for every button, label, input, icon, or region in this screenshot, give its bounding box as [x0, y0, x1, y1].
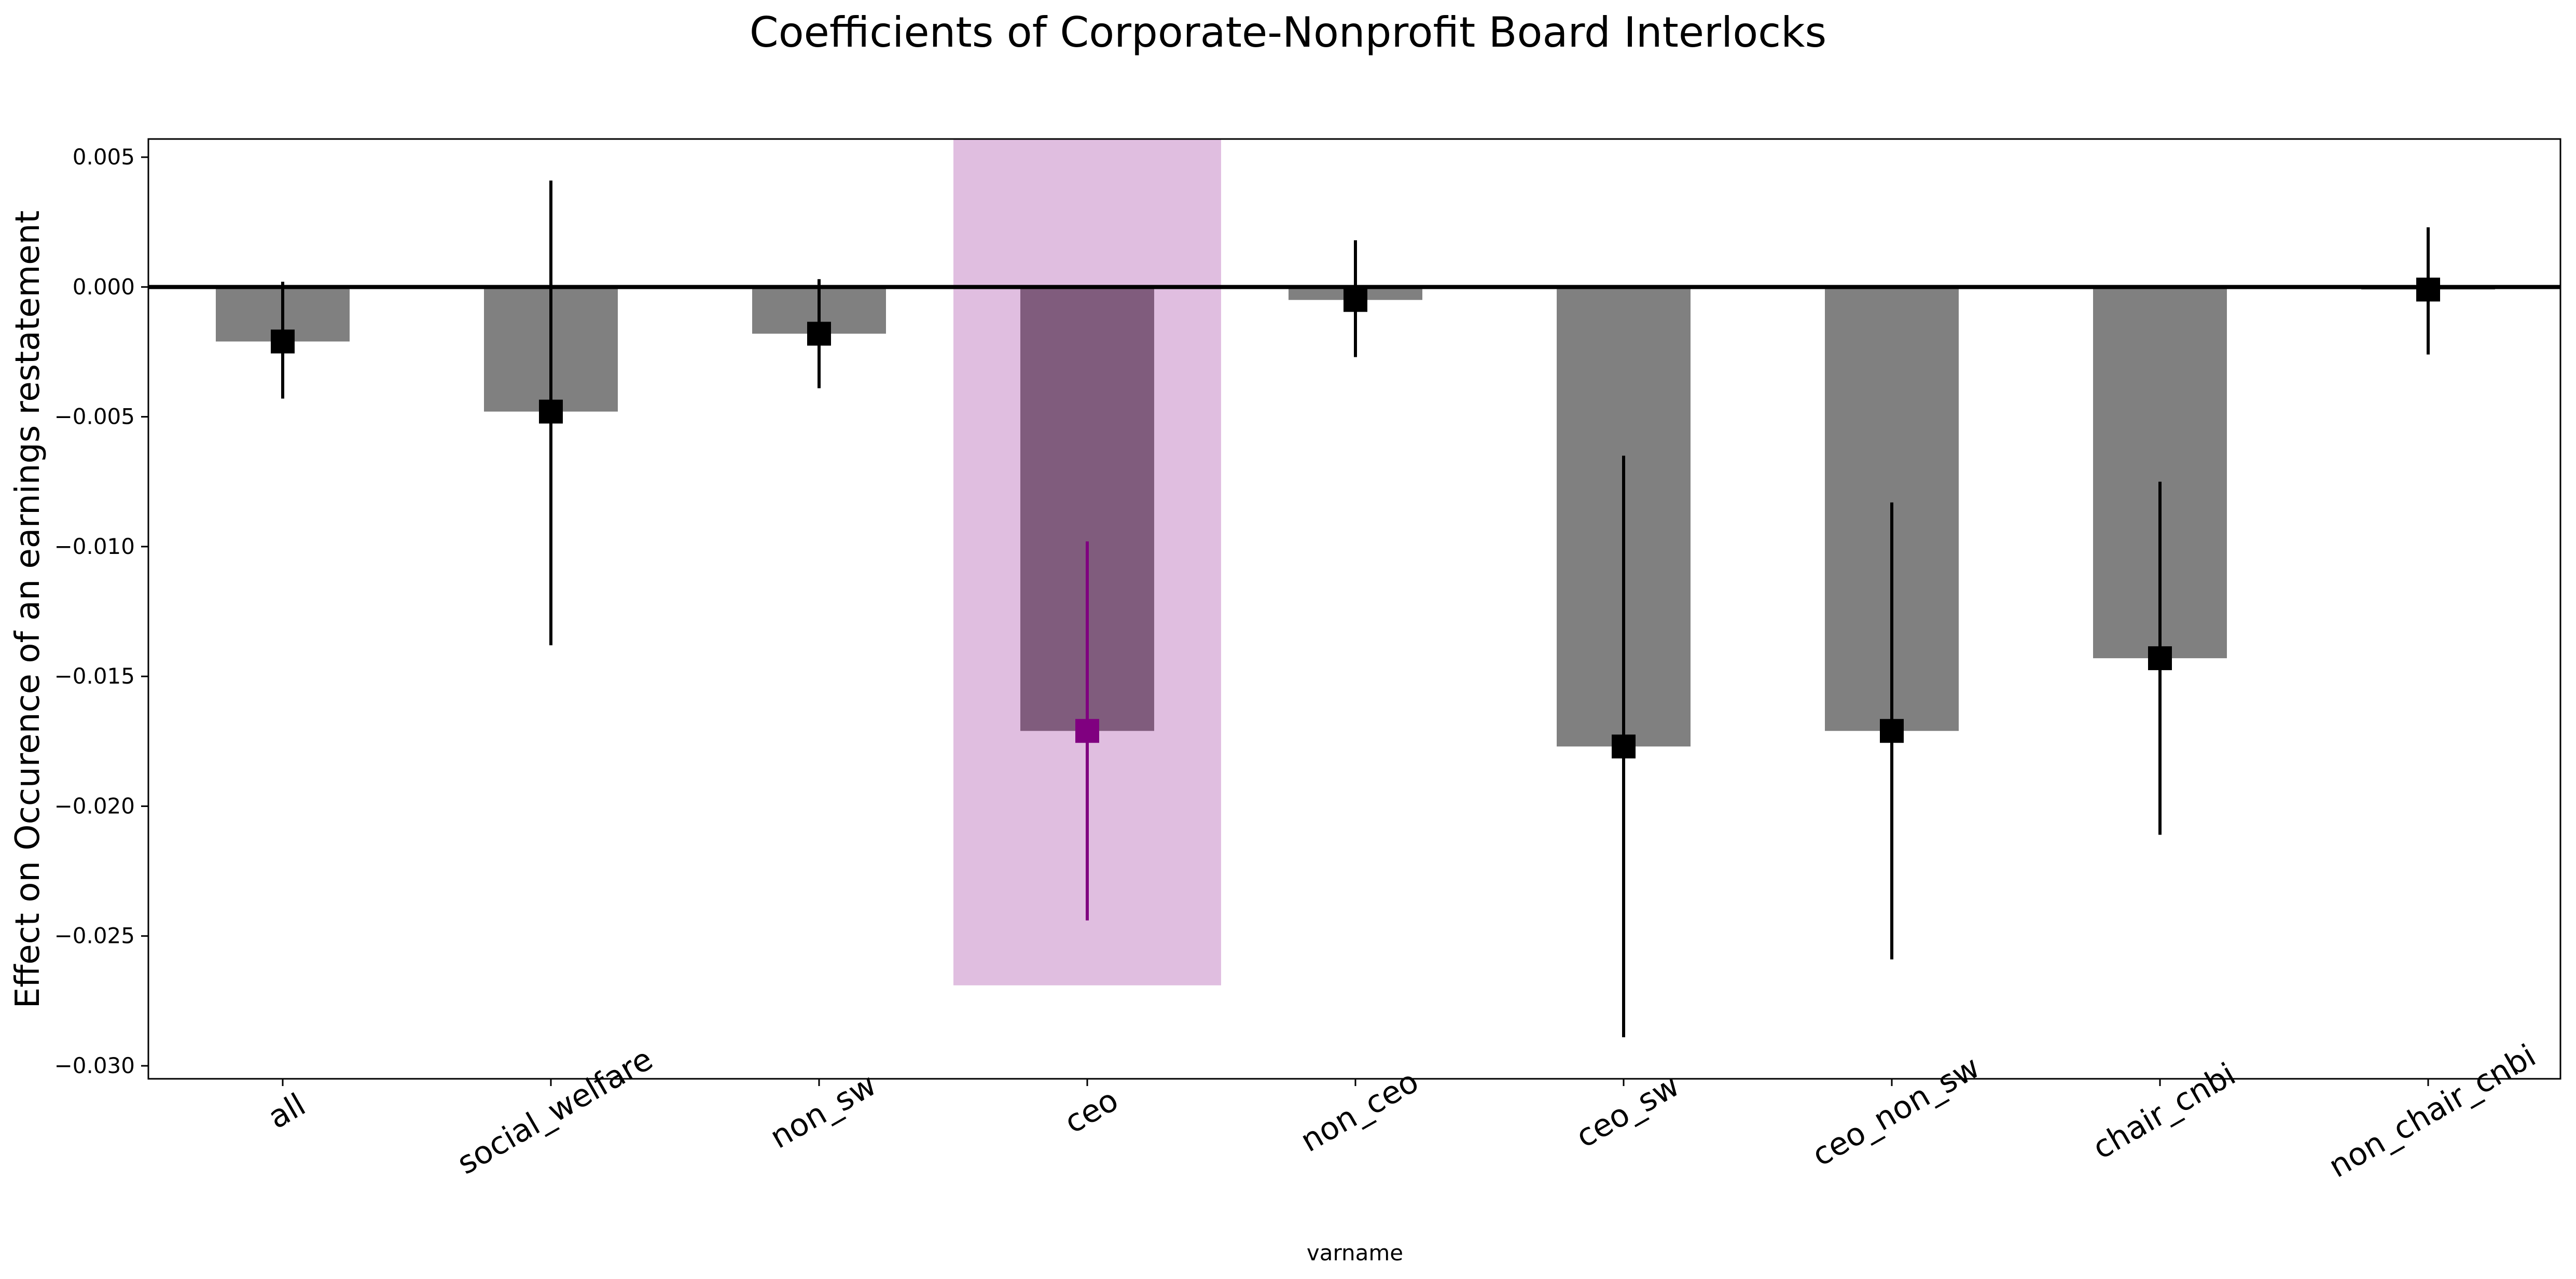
x-tick-label-ceo_non_sw: ceo_non_sw — [1806, 1049, 1986, 1173]
x-tick-label-chair_cnbi: chair_cnbi — [2086, 1056, 2241, 1166]
y-tick-label: −0.010 — [54, 534, 135, 559]
point-non_ceo — [1344, 288, 1367, 312]
point-ceo_sw — [1612, 734, 1636, 759]
point-all — [271, 329, 295, 354]
y-tick-label: 0.005 — [73, 144, 135, 170]
x-tick-label-ceo_sw: ceo_sw — [1570, 1067, 1686, 1155]
point-non_chair_cnbi — [2416, 277, 2440, 302]
y-tick-label: 0.000 — [73, 274, 135, 299]
x-tick-label-non_ceo: non_ceo — [1295, 1063, 1425, 1159]
point-ceo — [1075, 719, 1099, 743]
x-tick-label-non_sw: non_sw — [764, 1067, 882, 1156]
axes-frame — [147, 138, 2561, 1080]
y-tick-label: −0.005 — [54, 404, 135, 429]
plot-area: 0.005 0.000 −0.005 −0.010 −0.015 −0.020 −0.025… — [54, 138, 2561, 1185]
y-axis-label: Effect on Occurence of an earnings resta… — [9, 211, 47, 1009]
chart-title: Coefficients of Corporate-Nonprofit Boar… — [750, 8, 1826, 57]
x-axis-label: varname — [1307, 1240, 1403, 1266]
x-tick-label-ceo: ceo — [1058, 1082, 1124, 1141]
y-tick-label: −0.030 — [54, 1053, 135, 1078]
point-non_sw — [807, 322, 831, 346]
point-ceo_non_sw — [1880, 719, 1904, 743]
x-tick-label-non_chair_cnbi: non_chair_cnbi — [2323, 1037, 2542, 1185]
point-chair_cnbi — [2148, 646, 2172, 671]
y-tick-label: −0.020 — [54, 793, 135, 818]
x-tick-label-all: all — [262, 1087, 312, 1136]
y-tick-label: −0.015 — [54, 663, 135, 689]
point-social_welfare — [539, 399, 563, 424]
y-tick-label: −0.025 — [54, 923, 135, 949]
x-tick-label-social_welfare: social_welfare — [451, 1041, 659, 1182]
